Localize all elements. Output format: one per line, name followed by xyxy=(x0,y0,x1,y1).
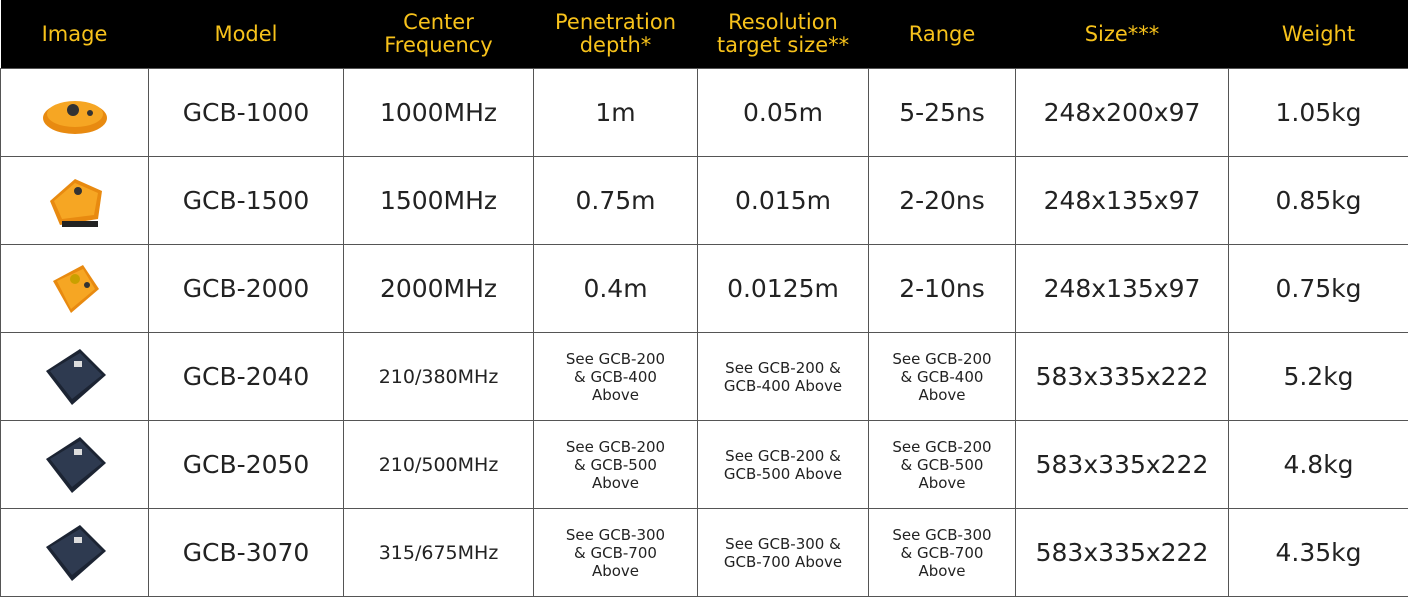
header-cell: Weight xyxy=(1228,0,1408,69)
cell: 2-20ns xyxy=(868,156,1016,245)
cell: GCB-2000 xyxy=(148,244,344,333)
cell: 0.85kg xyxy=(1228,156,1408,245)
header-cell: Model xyxy=(148,0,344,69)
row: GCB-3070 315/675MHz See GCB-300 & GCB-700 … xyxy=(0,508,1408,597)
cell: 583x335x222 xyxy=(1015,420,1229,509)
cell: 210/380MHz xyxy=(343,332,534,421)
cell: 0.75kg xyxy=(1228,244,1408,333)
row: GCB-1000 1000MHz 1m 0.05m 5-25ns 248x200x97 1.… xyxy=(0,68,1408,157)
cell: 5.2kg xyxy=(1228,332,1408,421)
row: GCB-2050 210/500MHz See GCB-200 & GCB-500 … xyxy=(0,420,1408,509)
cell: GCB-2040 xyxy=(148,332,344,421)
cell: 1000MHz xyxy=(343,68,534,157)
cell: See GCB-200 & GCB-400 Above xyxy=(868,332,1016,421)
cell: 210/500MHz xyxy=(343,420,534,509)
product-icon xyxy=(45,348,106,405)
cell: 4.8kg xyxy=(1228,420,1408,509)
product-icon xyxy=(49,178,102,227)
cell: 2-10ns xyxy=(868,244,1016,333)
cell: 0.0125m xyxy=(697,244,869,333)
cell: 315/675MHz xyxy=(343,508,534,597)
cell: 248x135x97 xyxy=(1015,244,1229,333)
image-cell xyxy=(0,68,149,157)
cell: See GCB-300 & GCB-700 Above xyxy=(697,508,869,597)
cell: 248x200x97 xyxy=(1015,68,1229,157)
cell: GCB-2050 xyxy=(148,420,344,509)
cell: 1.05kg xyxy=(1228,68,1408,157)
header-cell: Resolution target size** xyxy=(697,0,869,69)
cell: 4.35kg xyxy=(1228,508,1408,597)
product-icon xyxy=(45,524,106,581)
cell: GCB-1500 xyxy=(148,156,344,245)
image-cell xyxy=(0,420,149,509)
cell: See GCB-200 & GCB-500 Above xyxy=(533,420,698,509)
product-icon xyxy=(42,100,107,134)
cell: 0.05m xyxy=(697,68,869,157)
cell: 0.75m xyxy=(533,156,698,245)
image-cell xyxy=(0,244,149,333)
row: GCB-2040 210/380MHz See GCB-200 & GCB-400 … xyxy=(0,332,1408,421)
cell: GCB-1000 xyxy=(148,68,344,157)
image-cell xyxy=(0,332,149,421)
header-cell: Penetration depth* xyxy=(533,0,698,69)
cell: 5-25ns xyxy=(868,68,1016,157)
cell: 583x335x222 xyxy=(1015,508,1229,597)
header-cell: Center Frequency xyxy=(343,0,534,69)
cell: GCB-3070 xyxy=(148,508,344,597)
cell: 1500MHz xyxy=(343,156,534,245)
cell: See GCB-300 & GCB-700 Above xyxy=(868,508,1016,597)
header-cell: Size*** xyxy=(1015,0,1229,69)
header-row: Image Model Center Frequency Penetration… xyxy=(0,0,1408,69)
image-cell xyxy=(0,156,149,245)
cell: 0.015m xyxy=(697,156,869,245)
product-icon xyxy=(45,436,106,493)
cell: See GCB-200 & GCB-500 Above xyxy=(868,420,1016,509)
cell: 0.4m xyxy=(533,244,698,333)
header-cell: Image xyxy=(0,0,149,69)
cell: See GCB-300 & GCB-700 Above xyxy=(533,508,698,597)
cell: See GCB-200 & GCB-500 Above xyxy=(697,420,869,509)
cell: 1m xyxy=(533,68,698,157)
header-cell: Range xyxy=(868,0,1016,69)
row: GCB-2000 2000MHz 0.4m 0.0125m 2-10ns 248x135x… xyxy=(0,244,1408,333)
cell: See GCB-200 & GCB-400 Above xyxy=(533,332,698,421)
cell: 583x335x222 xyxy=(1015,332,1229,421)
product-icon xyxy=(52,264,99,313)
cell: 248x135x97 xyxy=(1015,156,1229,245)
cell: 2000MHz xyxy=(343,244,534,333)
cell: See GCB-200 & GCB-400 Above xyxy=(697,332,869,421)
row: GCB-1500 1500MHz 0.75m 0.015m 2-20ns 248x135x… xyxy=(0,156,1408,245)
image-cell xyxy=(0,508,149,597)
